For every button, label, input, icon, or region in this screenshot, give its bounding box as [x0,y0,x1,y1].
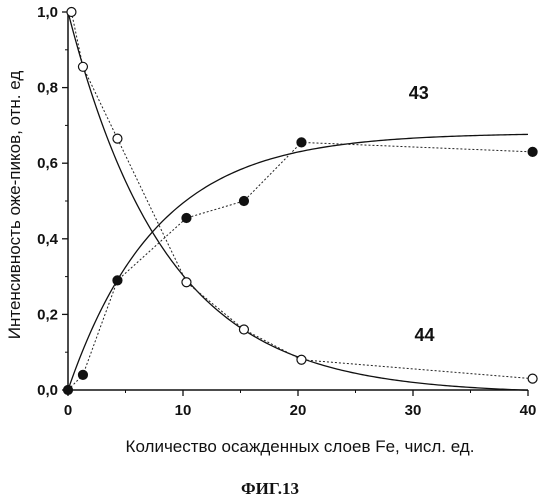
y-tick-label: 0,8 [37,80,58,97]
y-axis-title: Интенсивность оже-пиков, отн. ед [5,71,24,340]
x-tick-label: 30 [405,402,422,419]
y-tick-label: 0,4 [37,231,59,248]
x-tick-label: 0 [64,402,72,419]
y-tick-label: 0,0 [37,382,58,399]
series-label-43: 43 [409,83,429,103]
data-point-43 [297,138,306,147]
data-point-44 [182,278,191,287]
y-tick-label: 0,2 [37,306,58,323]
data-point-43 [78,370,87,379]
data-point-44 [67,8,76,17]
dotted-line-44 [71,12,532,379]
data-point-43 [239,197,248,206]
series-label-44: 44 [414,325,434,345]
data-point-43 [113,276,122,285]
data-point-44 [297,355,306,364]
data-point-43 [64,386,73,395]
connecting-lines [68,12,533,390]
data-point-43 [182,214,191,223]
data-point-44 [78,62,87,71]
x-tick-label: 20 [290,402,307,419]
axes: 0 10 20 30 40 0,0 0,2 0,4 0,6 0,8 1,0 [37,4,536,419]
data-point-43 [528,147,537,156]
data-point-44 [239,325,248,334]
chart-labels: 43 44 [409,83,435,345]
data-point-44 [528,374,537,383]
y-tick-label: 0,6 [37,155,58,172]
x-axis-title: Количество осажденных слоев Fe, числ. ед… [126,437,475,456]
y-tick-label: 1,0 [37,4,58,21]
x-tick-label: 40 [520,402,537,419]
data-point-44 [113,134,122,143]
dotted-line-43 [68,142,533,390]
figure-caption: ФИГ.13 [241,479,299,498]
fit-lines [68,12,528,390]
fit-curve-44 [68,12,528,390]
x-tick-label: 10 [175,402,192,419]
